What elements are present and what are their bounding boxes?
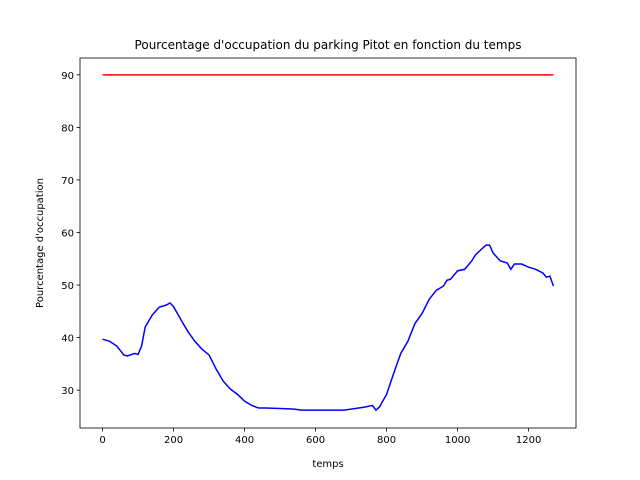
- chart-title: Pourcentage d'occupation du parking Pito…: [135, 38, 522, 52]
- y-axis-label: Pourcentage d'occupation: [35, 178, 46, 308]
- x-tick-label: 600: [306, 435, 325, 446]
- y-tick-label: 90: [61, 71, 74, 82]
- x-axis-label: temps: [312, 459, 343, 470]
- plot-frame: [79, 57, 577, 429]
- y-tick-label: 40: [61, 334, 74, 345]
- x-tick-label: 800: [377, 435, 396, 446]
- x-tick-label: 0: [99, 435, 105, 446]
- y-tick-label: 50: [61, 281, 74, 292]
- y-tick-label: 80: [61, 123, 74, 134]
- x-tick-label: 1200: [516, 435, 541, 446]
- x-tick-label: 200: [164, 435, 183, 446]
- y-tick-label: 60: [61, 228, 74, 239]
- x-tick-label: 400: [235, 435, 254, 446]
- x-tick-label: 1000: [445, 435, 470, 446]
- y-tick-label: 30: [61, 386, 74, 397]
- data-line: [102, 244, 555, 412]
- y-tick-label: 70: [61, 176, 74, 187]
